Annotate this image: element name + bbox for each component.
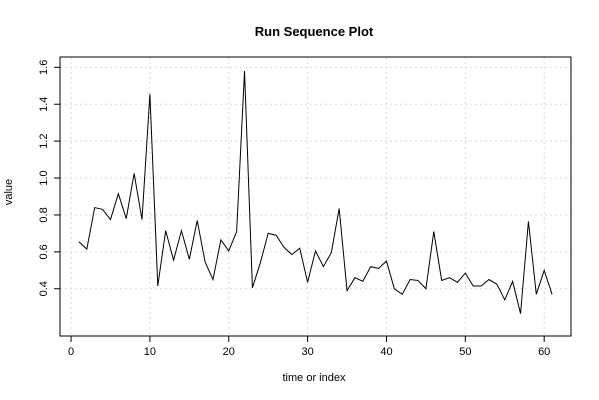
x-axis-label: time or index: [283, 372, 346, 384]
grid-layer: [60, 57, 571, 336]
y-tick-label: 0.4: [38, 281, 50, 296]
y-tick-label: 1.0: [38, 170, 50, 185]
y-tick-label: 0.8: [38, 207, 50, 222]
plot-frame: [59, 56, 572, 337]
x-axis: 0 10 20 30 40 50 60: [68, 336, 550, 358]
y-tick-label: 1.4: [38, 97, 50, 112]
x-tick-label: 50: [459, 346, 471, 358]
y-tick-label: 0.6: [38, 244, 50, 259]
x-tick-label: 60: [538, 346, 550, 358]
x-tick-label: 30: [301, 346, 313, 358]
series-line: [78, 70, 553, 314]
x-tick-label: 20: [223, 346, 235, 358]
y-tick-label: 1.6: [38, 60, 50, 75]
x-tick-label: 10: [144, 346, 156, 358]
x-tick-label: 0: [68, 346, 74, 358]
x-tick-label: 40: [380, 346, 392, 358]
chart-title: Run Sequence Plot: [255, 24, 374, 39]
y-axis: 0.4 0.6 0.8 1.0 1.2 1.4 1.6: [38, 60, 60, 296]
y-tick-label: 1.2: [38, 133, 50, 148]
y-axis-label: value: [3, 179, 15, 205]
